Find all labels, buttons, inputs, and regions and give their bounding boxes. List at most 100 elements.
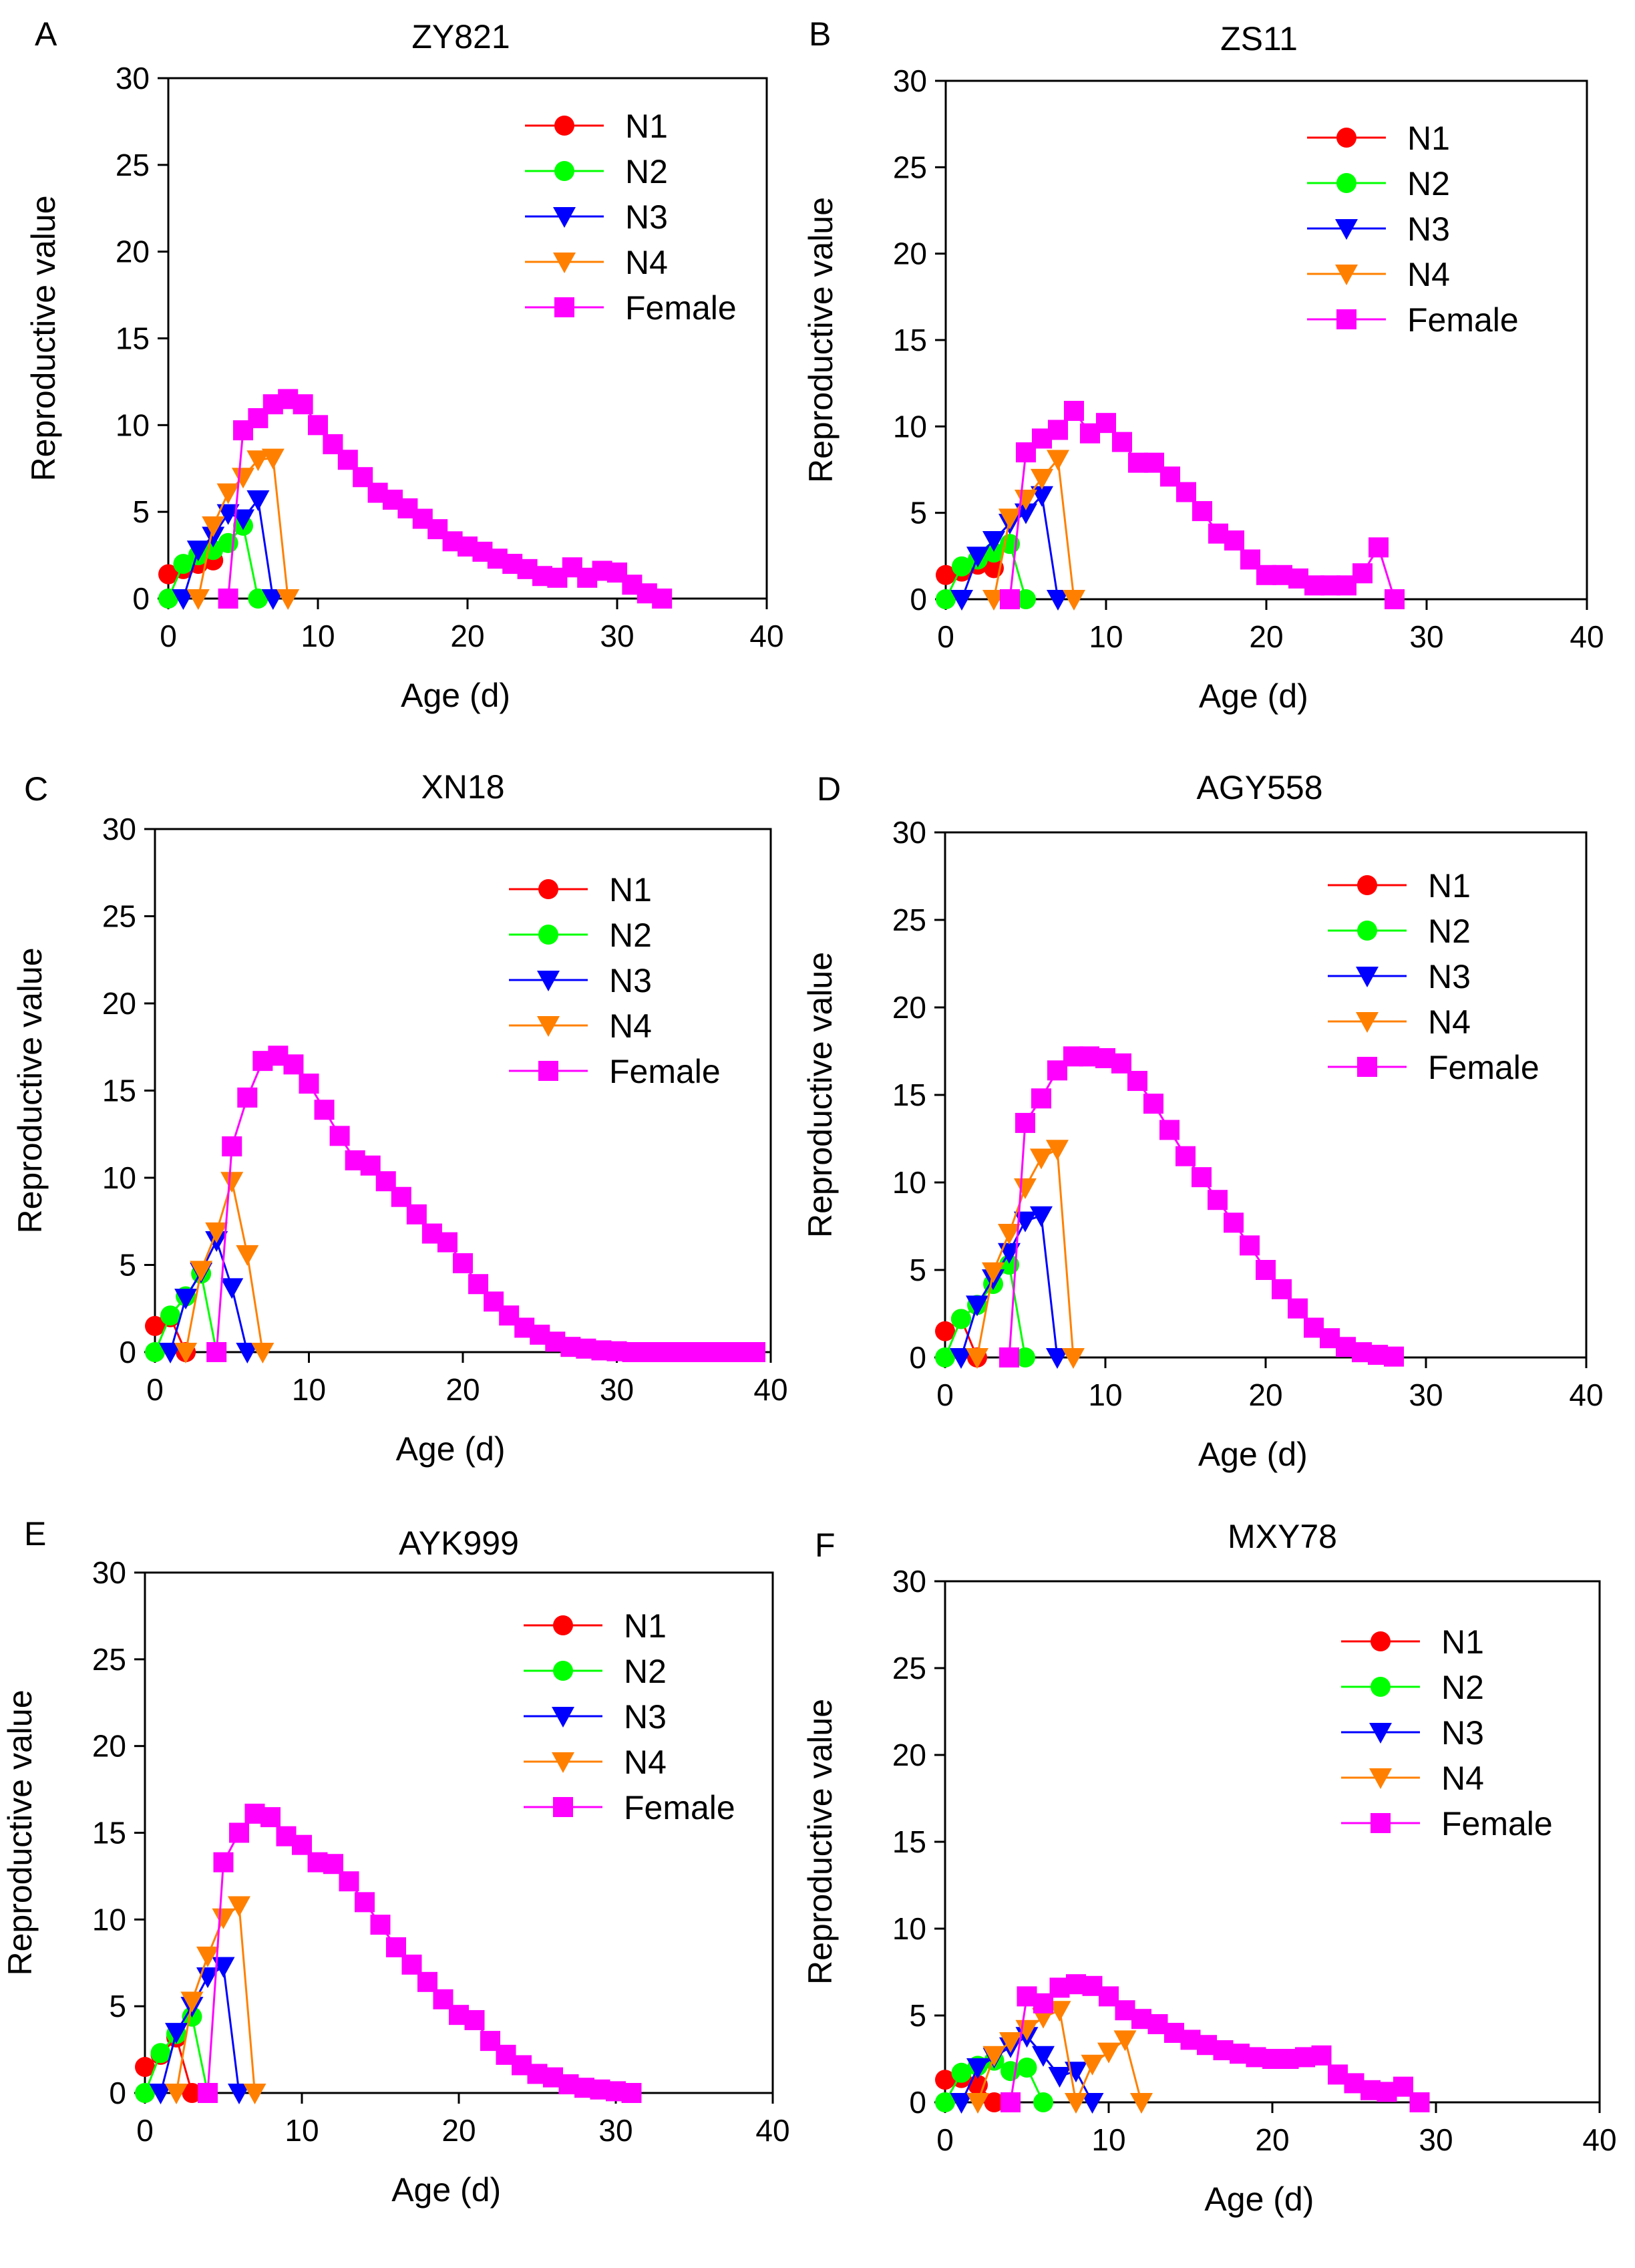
- series-n3: [172, 490, 285, 610]
- legend-label: Female: [609, 1053, 721, 1090]
- data-point-n4: [998, 1223, 1021, 1245]
- data-point-n4: [982, 590, 1005, 611]
- chart-title: AGY558: [1196, 769, 1322, 806]
- data-point-n4: [190, 1261, 213, 1282]
- data-point-female: [292, 1834, 312, 1855]
- series-female: [206, 1045, 765, 1362]
- x-tick-label: 30: [600, 619, 634, 653]
- data-point-n4: [251, 1343, 275, 1363]
- legend-label: N4: [625, 244, 668, 281]
- panel-letter: F: [815, 1526, 836, 1564]
- y-tick-label: 15: [92, 1816, 126, 1850]
- data-point-n3: [212, 1957, 235, 1978]
- data-point-n2: [158, 589, 178, 609]
- legend-label: N2: [624, 1653, 667, 1690]
- data-point-female: [308, 415, 328, 436]
- series-n4: [982, 450, 1085, 611]
- x-tick-label: 40: [1569, 1378, 1603, 1412]
- chart-title: XN18: [421, 768, 504, 806]
- series-n4: [165, 1896, 266, 2104]
- data-point-n4: [232, 468, 254, 489]
- data-point-n2: [951, 1309, 971, 1329]
- data-point-n4: [1097, 2042, 1120, 2064]
- data-point-female: [1000, 589, 1020, 609]
- legend-label: N2: [1407, 165, 1450, 202]
- legend-label: N3: [1407, 210, 1450, 248]
- data-point-n4: [1047, 450, 1069, 471]
- data-point-n4: [1014, 1178, 1037, 1199]
- data-point-n4: [261, 448, 285, 470]
- y-tick-label: 10: [892, 1911, 926, 1946]
- data-point-n4: [1015, 2019, 1039, 2041]
- data-point-female: [1240, 1235, 1260, 1256]
- data-point-female: [406, 1204, 427, 1225]
- data-point-female: [1256, 1260, 1276, 1280]
- data-point-female: [391, 1186, 411, 1207]
- series-n4: [186, 448, 300, 610]
- data-point-n4: [236, 1245, 259, 1266]
- y-tick-label: 15: [102, 1074, 136, 1108]
- series-line: [160, 1964, 240, 2094]
- legend-marker-n4: [1335, 265, 1358, 285]
- data-point-female: [1015, 1112, 1035, 1133]
- y-tick-label: 30: [92, 1555, 126, 1590]
- chart-title: MXY78: [1228, 1518, 1337, 1555]
- y-axis-label: Reproductive value: [802, 197, 840, 483]
- legend-label: Female: [625, 289, 737, 327]
- y-tick-label: 5: [909, 1253, 926, 1287]
- x-tick-label: 0: [936, 1378, 954, 1412]
- y-tick-label: 10: [102, 1160, 136, 1195]
- data-point-female: [1311, 2045, 1332, 2066]
- data-point-n3: [982, 531, 1005, 552]
- series-line: [206, 1812, 632, 2094]
- data-point-female: [1288, 1298, 1308, 1319]
- legend-marker-n2: [553, 1661, 573, 1681]
- data-point-female: [283, 1054, 304, 1075]
- series-line: [992, 456, 1075, 600]
- data-point-n4: [982, 1262, 1005, 1283]
- data-point-n2: [145, 1342, 165, 1362]
- data-point-n2: [1015, 1347, 1035, 1367]
- x-tick-label: 20: [1255, 2122, 1289, 2157]
- data-point-n3: [261, 589, 285, 610]
- y-tick-label: 20: [892, 1738, 926, 1772]
- y-axis-label: Reproductive value: [25, 195, 62, 481]
- data-point-n1: [145, 1315, 165, 1336]
- data-point-n4: [243, 2084, 266, 2104]
- data-point-n4: [180, 1991, 204, 2013]
- legend-marker-n2: [1357, 921, 1377, 941]
- x-tick-label: 20: [445, 1372, 480, 1407]
- data-point-n2: [951, 2062, 972, 2083]
- y-tick-label: 5: [909, 1998, 926, 2033]
- data-point-n3: [216, 504, 240, 525]
- data-point-female: [1224, 1212, 1244, 1233]
- legend-marker-n1: [554, 116, 574, 136]
- legend-label: N2: [609, 917, 652, 954]
- series-line: [175, 1903, 256, 2094]
- data-point-female: [1048, 420, 1068, 440]
- x-tick-label: 40: [753, 1372, 787, 1407]
- x-tick-label: 40: [1582, 2122, 1616, 2157]
- panel-d: D AGY558 0 10 20 30 40 0 5 10 15 20 25 30 Age (d) Repro…: [801, 769, 1604, 1473]
- data-point-n2: [984, 542, 1004, 563]
- data-point-n3: [172, 589, 195, 610]
- data-point-n3: [950, 1348, 972, 1369]
- legend: N1 N2 N3 N4 Female: [1328, 867, 1539, 1086]
- data-point-n4: [998, 508, 1021, 530]
- x-tick-label: 10: [1089, 619, 1123, 654]
- legend-marker-n3: [1369, 1723, 1392, 1744]
- y-tick-label: 15: [893, 323, 927, 357]
- legend-marker-n1: [538, 879, 558, 899]
- data-point-n2: [173, 554, 194, 575]
- x-axis-label: Age (d): [1199, 677, 1308, 715]
- y-tick-label: 0: [132, 581, 150, 616]
- y-tick-label: 10: [893, 409, 927, 444]
- y-tick-label: 30: [102, 812, 136, 846]
- legend-marker-n2: [1371, 1677, 1391, 1697]
- legend-label: N2: [1441, 1669, 1484, 1706]
- data-point-n4: [982, 2046, 1006, 2067]
- data-point-n3: [186, 540, 210, 562]
- panel-a: A ZY821 0 10 20 30 40 0 5 10 15 20 25 30 Age (d) Reprod…: [25, 15, 784, 714]
- data-point-female: [1208, 1190, 1228, 1210]
- data-point-n3: [1081, 2093, 1104, 2114]
